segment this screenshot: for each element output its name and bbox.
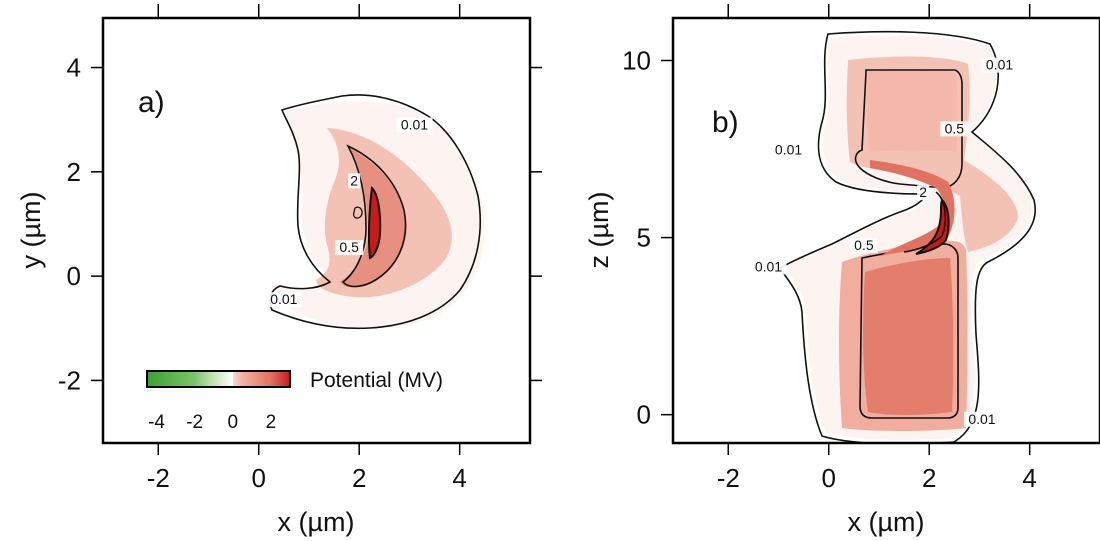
y-tick-label-a: 2 [67, 157, 81, 187]
contour-label-bg-b [963, 411, 1000, 427]
plot-frame-b [671, 16, 1100, 445]
legend-tick-label: 0 [228, 412, 239, 433]
region-2-b-lower [863, 258, 954, 415]
core-a [367, 185, 382, 260]
y-tick-label-a: -2 [58, 365, 81, 395]
x-tick-label-a: 2 [352, 463, 366, 493]
contour-label-bg-b [770, 142, 807, 158]
y-axis-title-b: z (µm) [584, 191, 614, 268]
contour-labels-b: 0.01 0.01 0.01 0.01 0.5 0.5 2 [750, 57, 1018, 427]
plot-frame-a [101, 16, 532, 445]
potential-map-b [778, 30, 1036, 443]
x-tick-label-b: 0 [821, 463, 835, 493]
contour-label-b: 2 [919, 184, 927, 200]
contour-label-bg-b [750, 259, 787, 275]
contour-label-bg-a [348, 173, 361, 189]
axes-a: -2 0 2 4 -2 0 2 4 [58, 4, 542, 493]
legend-tick-label: -4 [148, 412, 165, 433]
x-tick-label-a: -2 [147, 463, 170, 493]
x-tick-label-b: 4 [1022, 463, 1036, 493]
core-b [915, 198, 950, 255]
y-tick-label-b: 10 [622, 46, 651, 76]
x-tick-label-b: -2 [717, 463, 740, 493]
region-2-b-upper [866, 68, 958, 152]
contour-0.01-a [269, 94, 482, 330]
contour-label-a: 0.01 [270, 291, 297, 307]
panel-tag-b: b) [712, 106, 739, 139]
legend-tick-label: -2 [186, 412, 203, 433]
axes-b: -2 0 2 4 0 5 10 [622, 4, 1037, 493]
contour-label-b: 0.5 [854, 237, 874, 253]
contour-label-a: 0.5 [339, 239, 359, 255]
region-bridge-b [870, 160, 955, 256]
legend-tick-label: 2 [266, 412, 277, 433]
contour-label-bg-b [917, 185, 930, 201]
x-axis-title-b: x (µm) [847, 507, 924, 537]
panel-a: -2 0 2 4 -2 0 2 4 0.01 0.01 0.5 2 a) Potential (MV… [16, 4, 542, 537]
contour-0.5-a [341, 144, 407, 288]
potential-map-a [269, 94, 485, 330]
x-tick-label-a: 4 [452, 463, 466, 493]
contour-label-bg-b [981, 57, 1018, 73]
contour-label-bg-a [396, 117, 433, 133]
y-tick-label-a: 4 [67, 53, 81, 83]
contour-label-bg-a [335, 240, 364, 256]
contour-label-bg-a [265, 292, 302, 308]
contour-0.01-b [778, 30, 1036, 443]
x-tick-label-a: 0 [251, 463, 265, 493]
contour-label-b: 0.01 [755, 258, 782, 274]
contour-label-bg-b [940, 121, 969, 137]
contour-label-b: 0.01 [968, 411, 995, 427]
y-tick-label-a: 0 [67, 261, 81, 291]
panel-b: -2 0 2 4 0 5 10 0.01 0.01 0.01 0.01 0.5 0.5 2 b) x (… [584, 4, 1100, 537]
contour-label-a: 0.01 [401, 117, 428, 133]
contour-label-b: 0.5 [945, 120, 965, 136]
contour-label-a: 2 [350, 172, 358, 188]
legend-ticks: -4 -2 0 2 [148, 412, 276, 433]
x-axis-title-a: x (µm) [277, 507, 354, 537]
x-tick-label-b: 2 [922, 463, 936, 493]
y-tick-label-b: 5 [637, 223, 651, 253]
contour-labels-a: 0.01 0.01 0.5 2 [265, 117, 433, 308]
contour-island-a [352, 206, 363, 219]
y-axis-title-a: y (µm) [16, 191, 46, 268]
panel-tag-a: a) [138, 86, 165, 119]
y-tick-label-b: 0 [637, 400, 651, 430]
legend-title: Potential (MV) [310, 369, 443, 392]
contour-label-b: 0.01 [986, 57, 1013, 73]
legend-colorbar [146, 370, 291, 388]
contour-notch-b [903, 191, 947, 253]
color-legend: Potential (MV) -4 -2 0 2 [146, 369, 443, 433]
contour-label-bg-b [849, 238, 878, 254]
contour-label-b: 0.01 [775, 142, 802, 158]
